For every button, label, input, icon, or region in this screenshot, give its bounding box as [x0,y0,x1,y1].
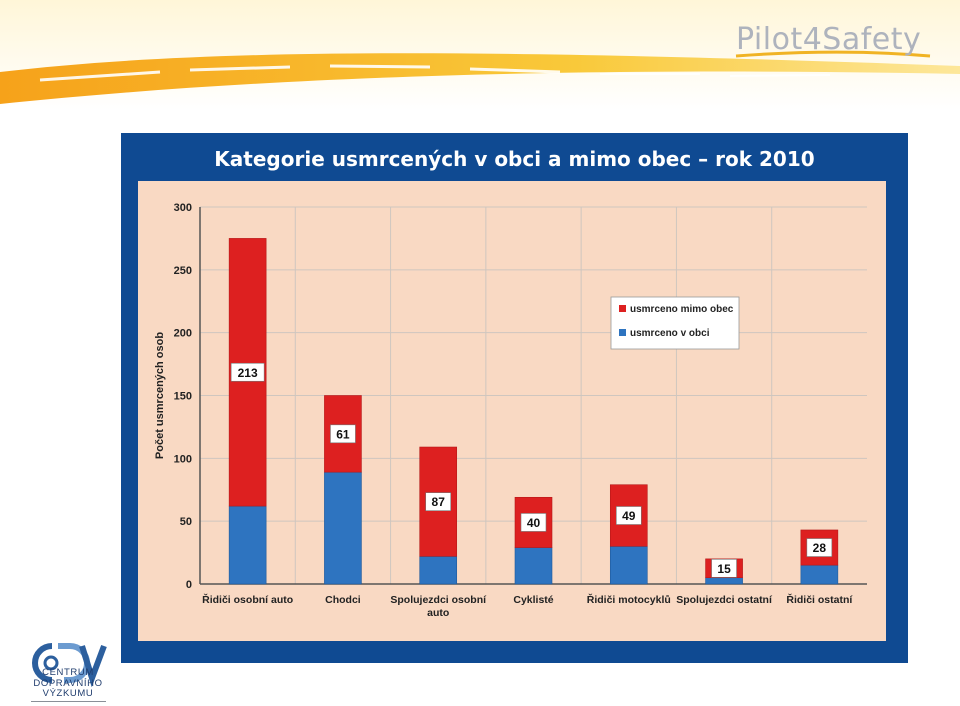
header-banner [0,0,960,110]
data-label: 28 [813,541,827,555]
chart-panel: Kategorie usmrcených v obci a mimo obec … [121,133,908,663]
y-tick-label: 300 [174,202,192,214]
y-tick-label: 100 [174,453,192,465]
x-tick-label: auto [427,607,449,619]
bar-v-obci [324,471,362,585]
data-label-box [230,362,265,382]
data-label: 213 [238,366,258,380]
logo-divider [31,701,106,702]
y-tick-label: 50 [180,516,192,528]
logo-line-3: VÝZKUMU [42,688,94,699]
data-label-box [615,506,642,525]
stacked-bar-chart: 0 50 100 150 200 250 300 Počet usmrcených osob Ř… [138,181,886,641]
legend-label: usmrceno v obci [630,328,710,339]
x-tick-label: Spolujezdci osobní [390,594,487,606]
y-tick-label: 150 [174,391,192,403]
data-label-box [425,492,452,511]
bar-v-obci [609,545,648,585]
x-tick-label: Řidiči ostatní [786,593,853,606]
chart-legend: usmrceno mimo obec usmrceno v obci [610,296,740,350]
cdv-logo-text: CENTRUM DOPRAVNÍHO VÝZKUMU [28,667,108,700]
data-label: 87 [432,495,446,509]
y-tick-label: 0 [186,579,192,591]
data-label-box [330,424,356,444]
x-tick-label: Řidiči motocyklů [587,593,671,606]
legend-swatch [619,305,626,312]
y-tick-label: 250 [174,265,192,277]
bar-v-obci [800,564,839,585]
logo-line-2: DOPRAVNÍHO [33,677,103,689]
data-label: 49 [622,509,636,523]
x-tick-label: Řidiči osobní auto [202,593,293,606]
brand-logo-text: Pilot4Safety [736,22,922,57]
gridlines [200,206,867,584]
bar-v-obci [514,547,553,585]
logo-line-1: CENTRUM [42,667,94,678]
x-tick-label: Cyklisté [513,594,553,606]
y-axis-title: Počet usmrcených osob [154,332,166,459]
legend-box [610,296,740,350]
x-tick-label: Spolujezdci ostatní [676,594,773,606]
chart-title: Kategorie usmrcených v obci a mimo obec … [214,147,815,171]
data-label: 40 [527,516,541,530]
cdv-logo [32,643,107,688]
bar-v-obci [705,577,743,585]
bar-v-obci [228,505,267,585]
data-label-box [806,538,833,557]
data-labels: 213 61 87 40 49 15 28 [230,362,833,578]
data-label: 61 [336,427,350,441]
data-label-box [711,558,737,578]
bar-v-obci [419,556,458,585]
legend-swatch [619,329,626,336]
legend-label: usmrceno mimo obec [630,304,734,315]
data-label-box [520,513,547,532]
data-label: 15 [717,562,731,576]
x-tick-label: Chodci [325,594,361,606]
y-tick-label: 200 [174,328,192,340]
